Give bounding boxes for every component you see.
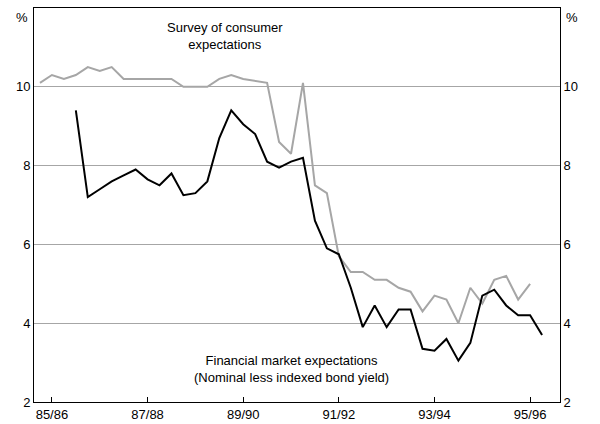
svg-text:8: 8 xyxy=(23,158,30,173)
svg-text:2: 2 xyxy=(564,395,571,410)
svg-text:91/92: 91/92 xyxy=(323,407,356,422)
svg-text:10: 10 xyxy=(16,79,30,94)
svg-text:87/88: 87/88 xyxy=(131,407,164,422)
svg-text:Financial market expectations(: Financial market expectations(Nominal le… xyxy=(194,353,389,385)
svg-text:8: 8 xyxy=(564,158,571,173)
svg-text:2: 2 xyxy=(23,395,30,410)
svg-text:%: % xyxy=(16,10,28,25)
svg-text:93/94: 93/94 xyxy=(418,407,451,422)
svg-text:%: % xyxy=(566,10,578,25)
svg-text:Survey of consumerexpectations: Survey of consumerexpectations xyxy=(167,20,283,52)
svg-text:10: 10 xyxy=(564,79,578,94)
svg-text:89/90: 89/90 xyxy=(227,407,260,422)
svg-text:85/86: 85/86 xyxy=(36,407,69,422)
svg-text:95/96: 95/96 xyxy=(514,407,547,422)
svg-text:6: 6 xyxy=(23,237,30,252)
svg-text:6: 6 xyxy=(564,237,571,252)
svg-text:4: 4 xyxy=(23,316,30,331)
svg-text:4: 4 xyxy=(564,316,571,331)
